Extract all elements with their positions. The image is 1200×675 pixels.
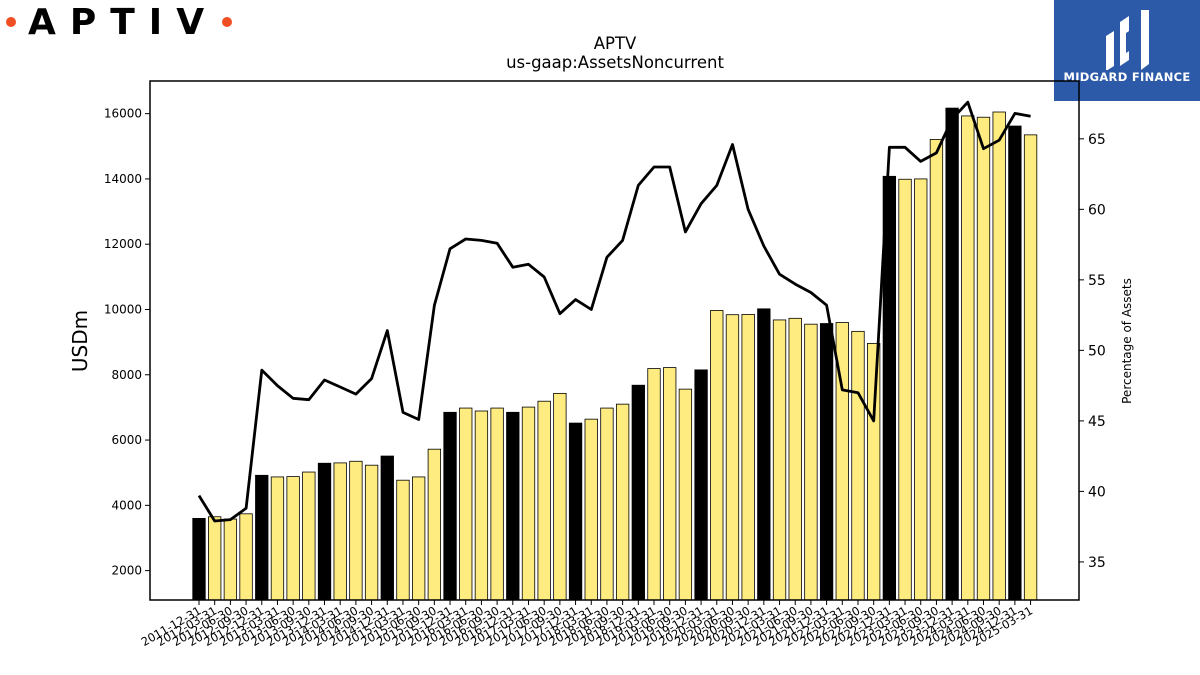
- bar: [804, 323, 818, 601]
- bar: [867, 343, 881, 601]
- bar: [898, 178, 912, 601]
- midgard-logo-text: MIDGARD FINANCE: [1063, 70, 1191, 84]
- bar: [537, 400, 551, 601]
- y2-tick-label: 40: [1088, 484, 1106, 500]
- bar: [568, 422, 583, 601]
- y-tick-label: 6000: [111, 433, 142, 447]
- bar: [490, 407, 504, 601]
- bar: [772, 319, 787, 601]
- bar: [443, 411, 457, 601]
- y2-tick-label: 50: [1088, 343, 1106, 359]
- bar: [364, 464, 379, 601]
- chart-subtitle: us-gaap:AssetsNoncurrent: [506, 53, 724, 72]
- bar: [615, 403, 630, 601]
- bar-series: [192, 107, 1038, 601]
- bar: [474, 410, 489, 601]
- bar: [851, 330, 865, 601]
- y2-tick-label: 60: [1088, 202, 1106, 218]
- logo-dot-right: [222, 17, 233, 27]
- bar: [1023, 134, 1038, 601]
- bar: [584, 418, 598, 601]
- bar: [992, 111, 1006, 601]
- bar: [961, 115, 975, 601]
- bar: [208, 516, 222, 601]
- bar: [976, 116, 991, 601]
- bar: [286, 476, 300, 601]
- y-tick-label: 10000: [104, 302, 142, 316]
- y-axis-label: USDm: [68, 310, 92, 372]
- logo-dot-left: [6, 17, 16, 27]
- bar: [223, 518, 238, 601]
- bar: [317, 462, 332, 601]
- y-tick-label: 2000: [111, 564, 142, 578]
- bar: [380, 455, 394, 601]
- bar: [192, 517, 206, 601]
- bar: [506, 411, 520, 601]
- bar: [1008, 125, 1022, 601]
- bar: [412, 476, 426, 601]
- chart-title: APTV: [594, 34, 637, 53]
- bar: [255, 474, 269, 601]
- bar: [710, 310, 724, 601]
- y-tick-label: 12000: [104, 237, 142, 251]
- bar: [396, 479, 410, 601]
- y2-tick-label: 65: [1088, 132, 1106, 148]
- y-tick-label: 14000: [104, 172, 142, 186]
- bar: [459, 407, 473, 601]
- bar: [929, 139, 944, 601]
- bar: [678, 388, 693, 601]
- bar: [819, 323, 834, 601]
- bar: [945, 107, 959, 601]
- bar: [788, 317, 802, 601]
- bar: [694, 369, 708, 601]
- y2-tick-label: 45: [1088, 414, 1106, 430]
- y-tick-label: 16000: [104, 107, 142, 121]
- midgard-emblem-icon: [1106, 10, 1149, 70]
- bar: [914, 178, 928, 601]
- bar: [741, 313, 755, 601]
- y2-axis-label: Percentage of Assets: [1120, 278, 1134, 404]
- aptiv-logo-text: APTIV: [28, 1, 219, 43]
- y2-tick-label: 35: [1088, 555, 1106, 571]
- percentage-line: [197, 100, 1031, 523]
- bar: [521, 406, 536, 601]
- bar: [631, 384, 645, 601]
- bar: [239, 513, 253, 601]
- aptiv-logo: APTIV: [0, 0, 233, 44]
- bar: [333, 462, 347, 601]
- bar: [757, 308, 771, 601]
- y2-tick-label: 55: [1088, 273, 1106, 289]
- line-series: [197, 100, 1031, 523]
- plot-frame: [149, 80, 1080, 601]
- axes: 2000 4000 6000 8000 10000 12000 14000 16000 35 40…: [104, 107, 1106, 649]
- y-tick-label: 8000: [111, 368, 142, 382]
- bar: [600, 407, 614, 601]
- bar: [725, 314, 740, 601]
- bar: [349, 460, 363, 601]
- bar: [427, 448, 442, 601]
- y-tick-label: 4000: [111, 498, 142, 512]
- bar: [553, 392, 567, 601]
- bar: [270, 476, 285, 601]
- bar: [302, 471, 316, 601]
- bar: [647, 368, 661, 601]
- bar: [663, 367, 677, 601]
